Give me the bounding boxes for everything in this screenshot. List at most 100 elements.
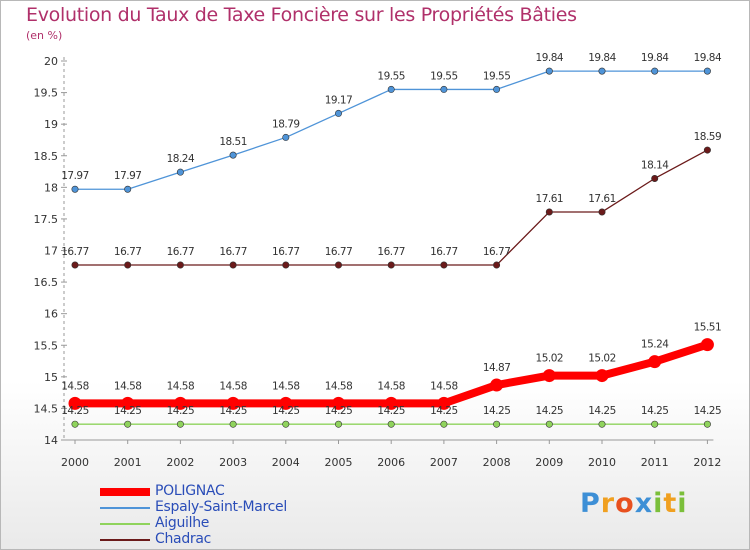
y-tick-label: 14 [44,434,58,447]
data-point [229,261,237,269]
y-tick-label: 16.5 [34,276,59,289]
series-group [68,67,714,428]
data-label: 19.84 [641,52,669,64]
x-tick-label: 2000 [61,456,89,469]
x-tick-label: 2005 [325,456,353,469]
data-label: 14.58 [61,380,89,392]
y-tick-label: 17 [44,245,58,258]
y-tick-label: 15.5 [34,339,59,352]
x-tick-label: 2011 [641,456,669,469]
data-label: 16.77 [430,246,458,258]
legend-item: Aiguilhe [100,515,360,532]
data-label: 14.58 [114,380,142,392]
data-point [598,208,606,216]
data-label: 14.25 [536,405,564,417]
legend-swatch [100,539,150,541]
legend-label: POLIGNAC [155,483,225,499]
chart-title: Evolution du Taux de Taxe Foncière sur l… [26,4,577,26]
data-point [384,396,398,410]
data-point [651,67,659,75]
legend-swatch [100,523,150,525]
data-label: 15.02 [536,353,564,365]
y-axis-unit-label: (en %) [26,29,63,42]
data-label: 16.77 [167,246,195,258]
data-point [124,261,132,269]
data-point [68,396,82,410]
x-tick-label: 2007 [430,456,458,469]
data-label: 14.25 [114,405,142,417]
y-tick-label: 19.5 [34,87,59,100]
data-point [648,355,662,369]
data-point [71,420,79,428]
data-label: 15.51 [694,322,722,334]
data-label: 14.58 [430,380,458,392]
data-label: 14.58 [272,380,300,392]
x-tick-label: 2008 [483,456,511,469]
legend: POLIGNAC Espaly-Saint-Marcel Aiguilhe Chadr… [100,483,360,548]
logo-letter: i [653,488,664,519]
data-label: 19.17 [325,94,353,106]
data-label: 16.77 [325,246,353,258]
data-label: 16.77 [377,246,405,258]
legend-label: Aiguilhe [155,515,210,531]
x-tick-label: 2002 [166,456,194,469]
logo-letter: r [600,488,616,519]
y-tick-label: 15 [44,371,58,384]
data-label: 14.25 [641,405,669,417]
data-point [440,420,448,428]
data-label: 16.77 [61,246,89,258]
data-label: 14.58 [377,380,405,392]
data-label: 14.25 [483,405,511,417]
data-label: 14.25 [588,405,616,417]
data-point [703,146,711,154]
data-label: 17.61 [536,193,564,205]
data-point [387,420,395,428]
y-tick-label: 18.5 [34,150,59,163]
data-point [176,420,184,428]
x-tick-label: 2012 [693,456,721,469]
y-tick-label: 19 [44,118,58,131]
data-point [703,420,711,428]
data-point [542,369,556,383]
x-tick-label: 2006 [377,456,405,469]
logo-letter: t [663,488,678,519]
data-point [387,85,395,93]
data-point [226,396,240,410]
data-label: 16.77 [483,246,511,258]
y-tick-label: 18 [44,181,58,194]
data-label: 14.25 [430,405,458,417]
data-label: 19.55 [377,70,405,82]
data-label: 15.24 [641,339,669,351]
data-label: 18.59 [694,131,722,143]
data-point [545,420,553,428]
data-point [176,168,184,176]
data-label: 14.25 [325,405,353,417]
data-label: 19.55 [430,70,458,82]
logo-letter: x [634,488,654,519]
legend-label: Chadrac [155,531,212,547]
data-point [598,420,606,428]
data-label: 18.51 [219,136,247,148]
data-labels: 14.58 14.58 14.58 14.58 14.58 14.58 14.58 14.58… [61,52,722,417]
data-point [71,185,79,193]
data-label: 17.97 [114,170,142,182]
data-label: 16.77 [219,246,247,258]
data-label: 14.25 [219,405,247,417]
data-point [437,396,451,410]
data-point [493,85,501,93]
data-point [229,420,237,428]
data-point [440,85,448,93]
data-label: 18.79 [272,118,300,130]
data-label: 14.25 [377,405,405,417]
data-point [332,396,345,410]
data-point [71,261,79,269]
data-point [173,396,187,410]
data-point [700,338,714,352]
data-label: 19.84 [694,52,722,64]
data-point [279,396,293,410]
data-point [334,420,342,428]
data-point [545,208,553,216]
data-label: 18.24 [167,153,195,165]
y-tick-label: 20 [44,55,58,68]
